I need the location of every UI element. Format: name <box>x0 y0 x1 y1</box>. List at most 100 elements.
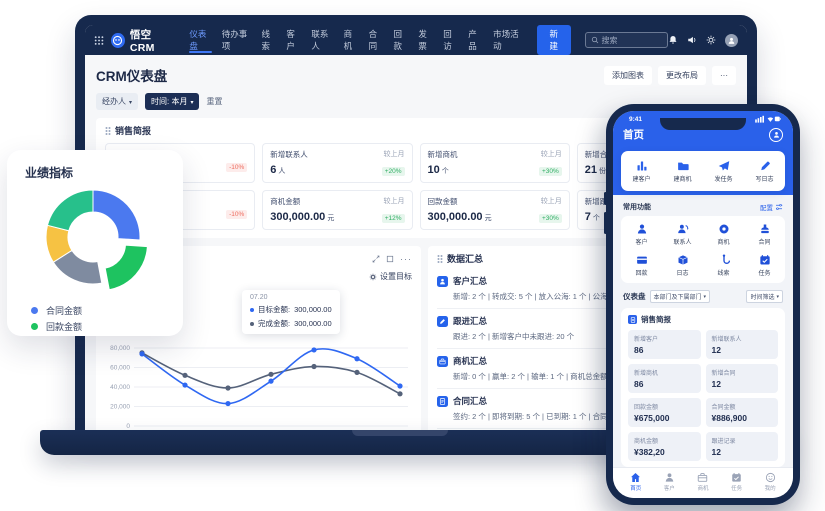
menu-item[interactable]: 回款 <box>388 25 413 55</box>
tooltip-series-value: 300,000.00 <box>294 305 332 314</box>
summary-item[interactable]: 合同汇总 签约: 2 个 | 即将到期: 5 个 | 已到期: 1 个 | 合同… <box>437 389 727 429</box>
phone-stat-box[interactable]: 新增客户 86 <box>628 330 701 359</box>
owner-filter-label: 经办人 <box>102 97 126 106</box>
owner-filter[interactable]: 经办人 <box>96 93 139 110</box>
brief-icon <box>628 315 637 324</box>
stat-card[interactable]: 回款金额 较上月 300,000.00 元 +30% <box>419 190 570 230</box>
more-button[interactable]: ··· <box>712 65 736 85</box>
menu-item[interactable]: 产品 <box>463 25 488 55</box>
filter-row: 经办人 时间: 本月 重置 <box>96 93 736 110</box>
quick-action[interactable]: 写日志 <box>744 160 785 183</box>
stat-card[interactable]: 商机金额 较上月 300,000.00 元 +12% <box>262 190 413 230</box>
tooltip-series-label: 完成金额: <box>258 319 291 328</box>
function-grid-item[interactable]: 线索 <box>703 252 744 279</box>
phone-time-filter[interactable]: 时间筛选 <box>746 290 783 303</box>
kpi-donut-chart <box>45 189 148 291</box>
data-summary-title: 数据汇总 <box>447 254 484 264</box>
menu-item[interactable]: 客户 <box>281 25 306 55</box>
phone-stat-box[interactable]: 跟进记录 12 <box>705 432 778 461</box>
configure-button[interactable]: 配置 <box>760 202 783 212</box>
chevron-down-icon <box>129 97 132 106</box>
menu-item[interactable]: 待办事项 <box>217 25 257 55</box>
user-avatar[interactable] <box>725 33 738 47</box>
tab-label: 任务 <box>731 486 743 492</box>
phone-dashboard-label: 仪表盘 <box>623 292 646 301</box>
phone-mockup: 9:41 首页 建客户 <box>604 104 800 505</box>
legend-label: 合同金额 <box>46 305 83 316</box>
function-grid-item[interactable]: 联系人 <box>662 221 703 248</box>
function-label: 客户 <box>635 240 648 246</box>
stat-value: 300,000.00 <box>270 211 326 223</box>
svg-text:80,000: 80,000 <box>110 345 130 352</box>
collapse-icon[interactable] <box>372 255 380 263</box>
menu-item[interactable]: 商机 <box>339 25 364 55</box>
drag-handle-icon[interactable] <box>105 126 111 135</box>
app-grid-icon[interactable] <box>94 35 104 46</box>
drag-handle-icon[interactable] <box>437 254 443 263</box>
phone-stat-label: 回款金额 <box>634 405 659 411</box>
function-grid-item[interactable]: 回款 <box>621 252 662 279</box>
summary-item[interactable]: 跟进汇总 跟进: 2 个 | 新增客户中未跟进: 20 个 <box>437 309 727 349</box>
phone-stat-box[interactable]: 合同金额 ¥886,900 <box>705 398 778 427</box>
menu-item[interactable]: 仪表盘 <box>184 25 216 55</box>
function-icon <box>636 254 648 266</box>
function-grid-item[interactable]: 日志 <box>662 252 703 279</box>
phone-stat-label: 新增客户 <box>634 337 659 343</box>
phone-stat-box[interactable]: 新增合同 12 <box>705 364 778 393</box>
change-layout-button[interactable]: 更改布局 <box>658 65 706 85</box>
stat-card[interactable]: 新增联系人 较上月 6 人 +20% <box>262 143 413 183</box>
new-button[interactable]: 新建 <box>536 25 571 55</box>
phone-tab[interactable]: 首页 <box>619 472 653 492</box>
gear-icon[interactable] <box>706 35 716 45</box>
phone-tab[interactable]: 商机 <box>686 472 720 492</box>
bell-icon[interactable] <box>668 35 678 45</box>
reset-button[interactable]: 重置 <box>206 97 223 106</box>
stat-card[interactable]: 新增商机 较上月 10 个 +30% <box>419 143 570 183</box>
time-filter-label: 时间: 本月 <box>151 97 188 106</box>
more-icon[interactable]: ··· <box>400 253 412 264</box>
fullscreen-icon[interactable] <box>386 255 394 263</box>
menu-item[interactable]: 联系人 <box>306 25 338 55</box>
set-target-button[interactable]: 设置目标 <box>369 271 412 282</box>
department-filter[interactable]: 本部门及下属部门 <box>649 290 711 303</box>
phone-stat-box[interactable]: 回款金额 ¥675,000 <box>628 398 701 427</box>
function-grid-item[interactable]: 合同 <box>744 221 785 248</box>
menu-item[interactable]: 回访 <box>438 25 463 55</box>
stat-unit: 人 <box>278 168 286 175</box>
tab-icon <box>630 472 641 483</box>
summary-item[interactable]: 客户汇总 新增: 2 个 | 转成交: 5 个 | 放入公海: 1 个 | 公海… <box>437 269 727 309</box>
menu-item[interactable]: 发票 <box>413 25 438 55</box>
menu-item[interactable]: 合同 <box>364 25 389 55</box>
phone-tab[interactable]: 我的 <box>753 472 787 492</box>
function-icon <box>759 223 771 235</box>
svg-text:40,000: 40,000 <box>110 384 130 391</box>
kpi-legend: 合同金额 回款金额 <box>31 302 82 334</box>
phone-stat-box[interactable]: 新增联系人 12 <box>705 330 778 359</box>
menu-item[interactable]: 线索 <box>257 25 282 55</box>
stat-delta-caption: 较上月 <box>540 198 562 205</box>
phone-stat-value: 12 <box>711 345 721 355</box>
phone-stat-box[interactable]: 新增商机 86 <box>628 364 701 393</box>
menu-item[interactable]: 市场活动 <box>488 25 528 55</box>
add-chart-button[interactable]: 添加图表 <box>604 65 652 85</box>
announcement-icon[interactable] <box>687 35 697 45</box>
stat-delta-badge: +20% <box>381 167 405 176</box>
quick-action[interactable]: 建客户 <box>621 160 662 183</box>
function-grid-item[interactable]: 任务 <box>744 252 785 279</box>
phone-brief-header: 销售简报 <box>628 314 778 325</box>
phone-tab[interactable]: 任务 <box>720 472 754 492</box>
function-grid-item[interactable]: 商机 <box>703 221 744 248</box>
phone-tab[interactable]: 客户 <box>653 472 687 492</box>
search-input[interactable]: 搜索 <box>584 32 668 48</box>
summary-item-icon <box>437 275 448 287</box>
quick-action[interactable]: 发任务 <box>703 160 744 183</box>
quick-action[interactable]: 建商机 <box>662 160 703 183</box>
quick-actions-card: 建客户 建商机 发任务 <box>621 151 785 191</box>
phone-avatar[interactable] <box>769 127 783 142</box>
phone-stat-box[interactable]: 商机金额 ¥382,20 <box>628 432 701 461</box>
summary-item[interactable]: 商机汇总 新增: 0 个 | 赢单: 2 个 | 输单: 1 个 | 商机总金额… <box>437 349 727 389</box>
function-grid-item[interactable]: 客户 <box>621 221 662 248</box>
tooltip-row: 完成金额: 300,000.00 <box>250 318 332 329</box>
sliders-icon <box>776 204 783 210</box>
time-filter[interactable]: 时间: 本月 <box>145 93 200 110</box>
